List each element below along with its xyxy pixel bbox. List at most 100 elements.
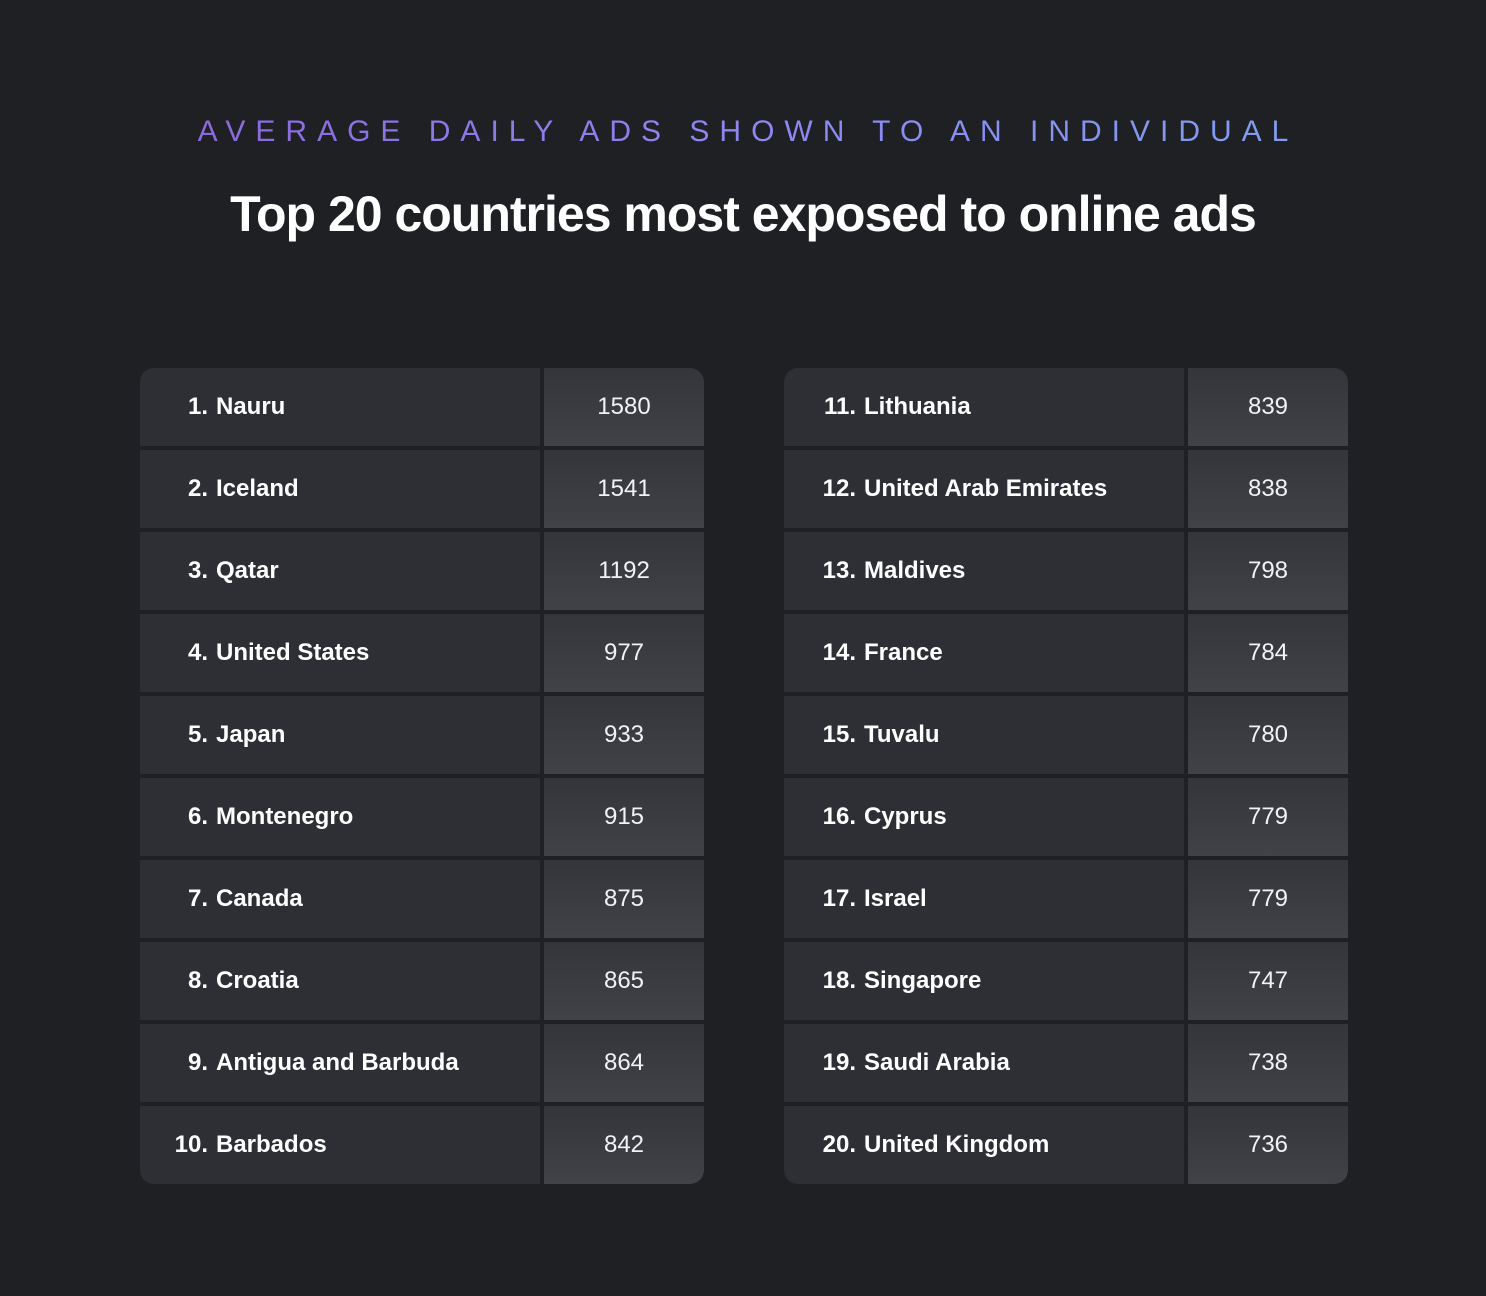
- value-label: 1580: [544, 368, 704, 446]
- rank-label: 20.: [822, 1131, 856, 1158]
- country-cell: 8. Croatia: [140, 942, 540, 1020]
- chart-subtitle: AVERAGE DAILY ADS SHOWN TO AN INDIVIDUAL: [0, 112, 1486, 152]
- country-label: United Arab Emirates: [864, 475, 1108, 502]
- table-row: 10. Barbados 842: [140, 1106, 704, 1184]
- table-row: 14. France 784: [784, 614, 1348, 692]
- value-label: 977: [544, 614, 704, 692]
- value-label: 779: [1188, 778, 1348, 856]
- value-label: 784: [1188, 614, 1348, 692]
- table-row: 6. Montenegro 915: [140, 778, 704, 856]
- country-label: Qatar: [216, 557, 279, 584]
- table-row: 12. United Arab Emirates 838: [784, 450, 1348, 528]
- table-row: 3. Qatar 1192: [140, 532, 704, 610]
- country-cell: 3. Qatar: [140, 532, 540, 610]
- country-cell: 1. Nauru: [140, 368, 540, 446]
- country-label: Cyprus: [864, 803, 947, 830]
- value-label: 875: [544, 860, 704, 938]
- table-row: 16. Cyprus 779: [784, 778, 1348, 856]
- value-label: 933: [544, 696, 704, 774]
- rank-label: 11.: [823, 393, 856, 420]
- value-label: 747: [1188, 942, 1348, 1020]
- country-label: Maldives: [864, 557, 966, 584]
- rank-label: 7.: [187, 885, 208, 912]
- value-label: 798: [1188, 532, 1348, 610]
- table-row: 9. Antigua and Barbuda 864: [140, 1024, 704, 1102]
- table-row: 1. Nauru 1580: [140, 368, 704, 446]
- value-label: 780: [1188, 696, 1348, 774]
- country-cell: 6. Montenegro: [140, 778, 540, 856]
- rank-label: 18.: [822, 967, 856, 994]
- ranking-table-left: 1. Nauru 1580 2. Iceland 1541 3. Qatar 1192 4. Uni…: [140, 368, 704, 1184]
- country-label: Barbados: [216, 1131, 327, 1158]
- table-row: 2. Iceland 1541: [140, 450, 704, 528]
- rank-label: 10.: [174, 1131, 208, 1158]
- value-label: 738: [1188, 1024, 1348, 1102]
- country-cell: 12. United Arab Emirates: [784, 450, 1184, 528]
- country-cell: 13. Maldives: [784, 532, 1184, 610]
- value-label: 864: [544, 1024, 704, 1102]
- rank-label: 3.: [187, 557, 208, 584]
- value-label: 839: [1188, 368, 1348, 446]
- table-row: 8. Croatia 865: [140, 942, 704, 1020]
- rank-label: 17.: [822, 885, 856, 912]
- chart-title: Top 20 countries most exposed to online …: [230, 186, 1257, 242]
- country-cell: 15. Tuvalu: [784, 696, 1184, 774]
- country-label: United States: [216, 639, 370, 666]
- country-label: Saudi Arabia: [864, 1049, 1010, 1076]
- country-label: Japan: [216, 721, 286, 748]
- value-label: 1541: [544, 450, 704, 528]
- country-label: United Kingdom: [864, 1131, 1050, 1158]
- rank-label: 1.: [187, 393, 208, 420]
- country-label: Antigua and Barbuda: [216, 1049, 459, 1076]
- country-cell: 20. United Kingdom: [784, 1106, 1184, 1184]
- table-row: 11. Lithuania 839: [784, 368, 1348, 446]
- rank-label: 2.: [187, 475, 208, 502]
- country-cell: 2. Iceland: [140, 450, 540, 528]
- value-label: 736: [1188, 1106, 1348, 1184]
- rank-label: 6.: [187, 803, 208, 830]
- country-cell: 18. Singapore: [784, 942, 1184, 1020]
- country-cell: 10. Barbados: [140, 1106, 540, 1184]
- table-row: 15. Tuvalu 780: [784, 696, 1348, 774]
- country-cell: 14. France: [784, 614, 1184, 692]
- value-label: 1192: [544, 532, 704, 610]
- country-cell: 16. Cyprus: [784, 778, 1184, 856]
- value-label: 779: [1188, 860, 1348, 938]
- country-label: Montenegro: [216, 803, 354, 830]
- table-row: 13. Maldives 798: [784, 532, 1348, 610]
- country-cell: 7. Canada: [140, 860, 540, 938]
- rank-label: 15.: [822, 721, 856, 748]
- rank-label: 9.: [187, 1049, 208, 1076]
- value-label: 865: [544, 942, 704, 1020]
- rank-label: 8.: [187, 967, 208, 994]
- country-label: Iceland: [216, 475, 299, 502]
- country-label: Croatia: [216, 967, 299, 994]
- rank-label: 16.: [822, 803, 856, 830]
- rank-label: 14.: [822, 639, 856, 666]
- country-cell: 5. Japan: [140, 696, 540, 774]
- rank-label: 4.: [187, 639, 208, 666]
- country-cell: 4. United States: [140, 614, 540, 692]
- country-label: Nauru: [216, 393, 286, 420]
- country-label: Tuvalu: [864, 721, 940, 748]
- table-row: 4. United States 977: [140, 614, 704, 692]
- country-label: Singapore: [864, 967, 982, 994]
- country-label: Canada: [216, 885, 303, 912]
- rank-label: 13.: [822, 557, 856, 584]
- table-row: 17. Israel 779: [784, 860, 1348, 938]
- rank-label: 12.: [822, 475, 856, 502]
- rank-label: 5.: [187, 721, 208, 748]
- value-label: 915: [544, 778, 704, 856]
- country-cell: 17. Israel: [784, 860, 1184, 938]
- country-cell: 11. Lithuania: [784, 368, 1184, 446]
- ranking-table-right: 11. Lithuania 839 12. United Arab Emirates 83…: [784, 368, 1348, 1184]
- value-label: 838: [1188, 450, 1348, 528]
- country-cell: 9. Antigua and Barbuda: [140, 1024, 540, 1102]
- rank-label: 19.: [822, 1049, 856, 1076]
- country-label: France: [864, 639, 943, 666]
- table-row: 19. Saudi Arabia 738: [784, 1024, 1348, 1102]
- table-row: 5. Japan 933: [140, 696, 704, 774]
- value-label: 842: [544, 1106, 704, 1184]
- table-row: 20. United Kingdom 736: [784, 1106, 1348, 1184]
- table-row: 7. Canada 875: [140, 860, 704, 938]
